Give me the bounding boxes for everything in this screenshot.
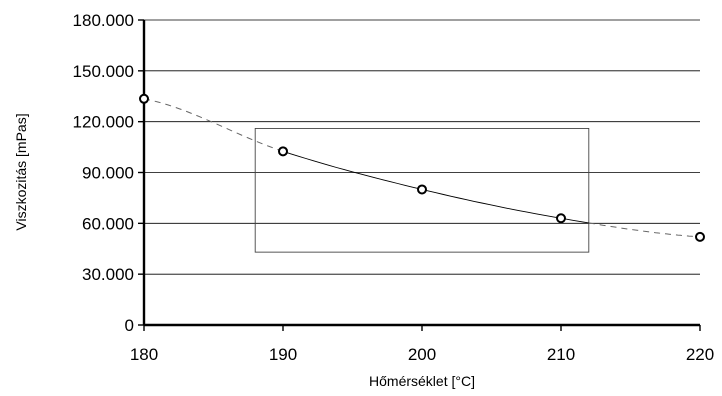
y-tick-labels: 0 30.000 60.000 90.000 120.000 150.000 180.000 [73,11,134,335]
y-tick-label: 60.000 [82,214,134,233]
grid-lines [144,19,700,275]
trendline-solid-segment [282,150,589,224]
trendline-dashed-segment [588,222,701,238]
x-tick-label: 200 [408,345,436,364]
y-tick-label: 30.000 [82,265,134,284]
data-points [139,93,705,242]
y-tick-label: 150.000 [73,62,134,81]
y-tick-label: 120.000 [73,113,134,132]
y-tick-label: 180.000 [73,11,134,30]
y-axis-title: Viszkozitás [mPas] [13,113,29,230]
data-point [556,213,566,224]
x-tick-labels: 180 190 200 210 220 [130,345,714,364]
trendline-dashed-segment [143,98,284,152]
x-tick-label: 180 [130,345,158,364]
data-point [139,93,149,104]
x-tick-label: 210 [547,345,575,364]
data-point [278,146,288,157]
trendline-layer [143,98,701,238]
y-tick-label: 90.000 [82,164,134,183]
x-tick-label: 220 [686,345,714,364]
highlight-box [254,127,590,253]
data-point [417,184,427,195]
x-tick-label: 190 [269,345,297,364]
y-tick-label: 0 [125,316,134,335]
axes [138,19,701,331]
x-axis-title: Hőmérséklet [°C] [369,373,475,389]
data-point [695,231,705,242]
highlight-box-layer [254,127,590,253]
